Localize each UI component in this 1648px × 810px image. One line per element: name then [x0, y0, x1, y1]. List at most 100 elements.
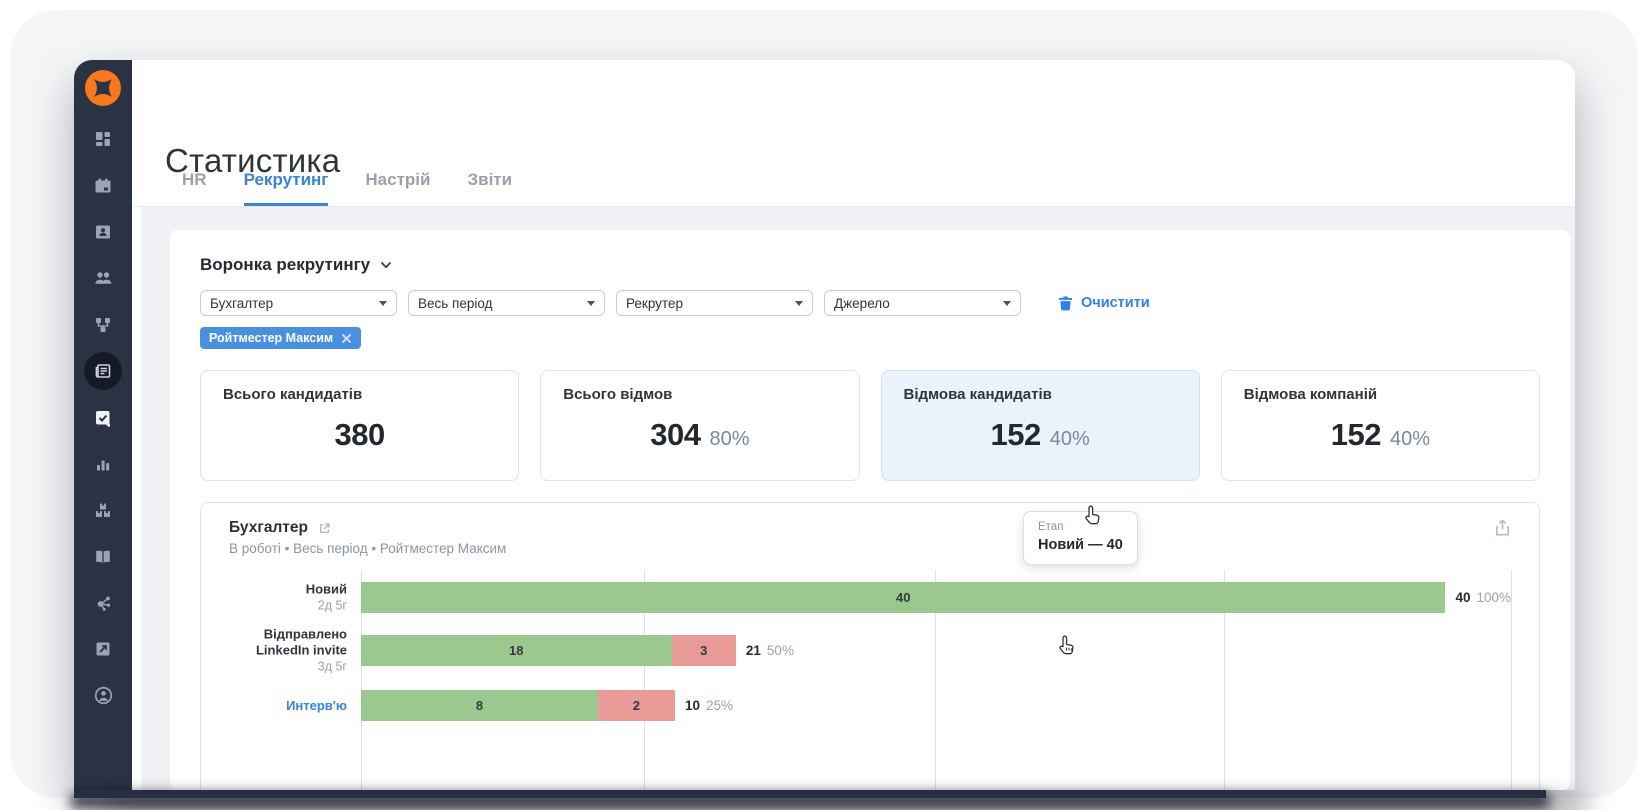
vacancy-select-value: Бухгалтер [210, 295, 274, 311]
sidebar-item-analytics[interactable] [74, 441, 132, 487]
external-link-icon [96, 642, 110, 656]
stat-number: 152 [1330, 417, 1382, 452]
open-in-new-icon[interactable] [317, 521, 332, 536]
sidebar-item-profile[interactable] [74, 673, 132, 719]
bar-segment-rejected[interactable]: 3 [671, 635, 736, 666]
stage-name: Новий [305, 581, 347, 597]
recruiting-funnel-card: Воронка рекрутингу Бухгалтер Весь період [170, 230, 1570, 790]
sidebar-item-tasks[interactable] [74, 394, 132, 440]
funnel-bar[interactable]: 8 2 10 25% [361, 690, 1511, 721]
tab-hr[interactable]: HR [182, 170, 207, 189]
stat-card-candidate-rejections[interactable]: Відмова кандидатів 152 40% [880, 370, 1200, 481]
bar-segment-active[interactable]: 18 [361, 635, 672, 666]
bar-segment-active[interactable]: 40 [361, 582, 1446, 613]
caret-down-icon [587, 300, 595, 306]
period-select-value: Весь період [418, 295, 493, 311]
active-item-background [84, 352, 122, 391]
caret-down-icon [795, 300, 803, 306]
stat-label: Відмова кандидатів [903, 386, 1052, 403]
stat-number: 152 [990, 417, 1041, 452]
funnel-bar[interactable]: 40 40 100% [361, 582, 1511, 613]
calendar-icon [95, 178, 111, 193]
caret-down-icon [379, 300, 387, 306]
stat-label: Всього кандидатів [223, 386, 363, 403]
sidebar-item-news-feed-active[interactable] [74, 348, 132, 394]
clear-filters-button[interactable]: Очистити [1058, 295, 1150, 311]
chart-title-row: Бухгалтер [229, 519, 1511, 537]
chart-title: Бухгалтер [229, 519, 308, 536]
page-title: Статистика [165, 142, 341, 179]
source-select-value: Джерело [834, 295, 890, 311]
sidebar-item-calendar[interactable] [74, 162, 132, 208]
sidebar-item-dashboard[interactable] [74, 116, 132, 162]
sidebar-item-knowledge-book[interactable] [74, 534, 132, 580]
total-percent: 25% [705, 698, 733, 713]
total-count: 10 [684, 698, 700, 713]
period-select[interactable]: Весь період [408, 290, 605, 316]
sidebar [74, 60, 132, 790]
bar-segment-rejected[interactable]: 2 [597, 690, 675, 721]
content-area: Статистика HR Рекрутинг Настрій Звіти Во… [132, 60, 1575, 790]
tab-mood[interactable]: Настрій [365, 170, 431, 189]
sidebar-item-workflow[interactable] [74, 302, 132, 348]
profile-icon [94, 687, 112, 705]
filters-row: Бухгалтер Весь період Рекрутер Джер [200, 290, 1540, 316]
chips-row: Ройтместер Максим [200, 327, 1540, 349]
stage-name: Відправлено LinkedIn invite [255, 625, 347, 658]
stat-percent: 80% [709, 428, 750, 450]
stat-card-company-rejections[interactable]: Відмова компаній 152 40% [1220, 370, 1540, 481]
workflow-icon [96, 317, 110, 332]
funnel-plot: Новий 2д 5г 40 40 100% [256, 570, 1512, 790]
funnel-bar[interactable]: 18 3 21 50% [361, 635, 1511, 666]
dashboard-icon [96, 132, 110, 147]
bar-segment-active[interactable]: 8 [361, 690, 598, 721]
chevron-down-icon [381, 262, 392, 269]
total-count: 40 [1455, 590, 1471, 605]
tab-reports[interactable]: Звіти [467, 170, 513, 189]
export-button[interactable] [1492, 517, 1513, 543]
logo-star-icon [94, 79, 112, 97]
org-units-icon [96, 503, 110, 518]
section-head[interactable]: Воронка рекрутингу [200, 255, 1540, 275]
window-bottom-shadow [74, 790, 1546, 798]
recruiter-chip-label: Ройтместер Максим [209, 331, 334, 345]
funnel-row-new: Новий 2д 5г 40 40 100% [306, 581, 1511, 613]
stat-percent: 40% [1389, 428, 1430, 450]
tooltip-value: Новий — 40 [1038, 537, 1123, 553]
chart-tooltip: Етап Новий — 40 [1023, 511, 1138, 565]
sidebar-item-external-link[interactable] [74, 626, 132, 672]
stat-label: Відмова компаній [1243, 386, 1378, 403]
stat-card-total-rejections[interactable]: Всього відмов 304 80% [540, 370, 860, 481]
tooltip-label: Етап [1038, 521, 1064, 533]
clear-filters-label: Очистити [1081, 295, 1150, 311]
close-icon[interactable] [341, 333, 352, 344]
recruiter-select-value: Рекрутер [626, 295, 683, 311]
funnel-chart-card: Бухгалтер В роботі • Весь період • Ройтм… [200, 502, 1540, 790]
total-count: 21 [745, 643, 761, 658]
stat-value: 380 [223, 417, 496, 453]
brand-logo[interactable] [85, 70, 121, 106]
vacancy-select[interactable]: Бухгалтер [200, 290, 397, 316]
row-label: Відправлено LinkedIn invite 3д 5г [229, 626, 347, 675]
stat-number: 304 [650, 417, 701, 452]
source-select[interactable]: Джерело [824, 290, 1021, 316]
stat-card-total-candidates[interactable]: Всього кандидатів 380 [200, 370, 520, 481]
chart-subtitle: В роботі • Весь період • Ройтместер Макс… [229, 541, 507, 556]
total-percent: 50% [766, 643, 794, 658]
tabs: HR Рекрутинг Настрій Звіти [182, 170, 512, 206]
sidebar-item-org-units[interactable] [74, 487, 132, 533]
knowledge-book-icon [96, 550, 110, 563]
stage-name-link[interactable]: Интерв'ю [286, 697, 347, 713]
recruiter-chip[interactable]: Ройтместер Максим [200, 327, 362, 349]
stat-value: 152 40% [904, 417, 1177, 453]
tab-recruiting[interactable]: Рекрутинг [243, 170, 329, 206]
recruiter-select[interactable]: Рекрутер [616, 290, 813, 316]
sidebar-item-network[interactable] [74, 580, 132, 626]
bar-total-label: 21 50% [746, 635, 794, 666]
sidebar-item-id-card[interactable] [74, 209, 132, 255]
sidebar-item-people[interactable] [74, 255, 132, 301]
funnel-row-interview: Интерв'ю 8 2 10 25% [286, 690, 1511, 721]
network-icon [97, 596, 111, 611]
stage-duration: 3д 5г [317, 659, 347, 674]
